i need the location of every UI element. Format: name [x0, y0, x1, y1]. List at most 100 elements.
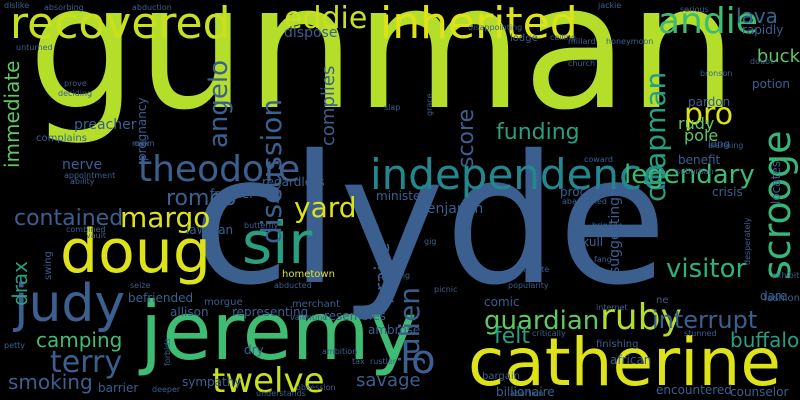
word-scrooge: scrooge	[755, 130, 799, 280]
word-merchant: merchant	[292, 299, 341, 310]
word-jeremy: jeremy	[140, 285, 418, 378]
word-comic: comic	[484, 295, 520, 309]
word-margo: margo	[120, 201, 211, 234]
word-clearing: clearing	[378, 271, 411, 280]
word-understands: understands	[256, 389, 306, 398]
word-critically: critically	[532, 329, 566, 338]
word-dispose: dispose	[284, 25, 338, 41]
word-regardless: regardless	[262, 175, 325, 189]
word-pregnancy: pregnancy	[135, 97, 149, 161]
word-valentine: valentine	[290, 313, 328, 322]
word-legendary: legendary	[624, 160, 755, 190]
word-dry: dry	[244, 343, 264, 357]
word-deciding: deciding	[58, 89, 93, 98]
word-african: african	[610, 353, 652, 367]
word-adding: adding	[459, 225, 470, 260]
word-savage: savage	[356, 370, 421, 391]
word-ruby: ruby	[600, 297, 682, 338]
word-forbids: forbids	[163, 338, 172, 366]
word-rook: rook	[132, 139, 150, 148]
word-camping: camping	[36, 328, 123, 352]
word-twelve: twelve	[212, 361, 325, 400]
word-millard: millard	[568, 37, 596, 46]
word-inherited: inherited	[380, 0, 578, 49]
word-frontier: frontier	[210, 187, 255, 201]
word-procedure: procedure	[560, 185, 621, 199]
word-bronson: bronson	[700, 69, 733, 78]
word-judy: judy	[14, 274, 126, 334]
word-fashion: fashion	[763, 293, 800, 304]
word-benjamin: benjamin	[418, 201, 484, 217]
word-chapman: chapman	[639, 71, 672, 202]
word-desperately: desperately	[743, 217, 752, 265]
word-romeo: romeo	[166, 186, 237, 211]
word-rudy: rudy	[678, 114, 715, 133]
word-butterfly: butterfly	[244, 221, 279, 230]
word-alarming: alarming	[708, 141, 744, 150]
word-nerve: nerve	[62, 157, 103, 173]
word-counselor: counselor	[730, 385, 789, 399]
word-abducted: abducted	[274, 281, 312, 290]
word-grace: grace	[425, 93, 434, 116]
word-contained: contained	[14, 206, 124, 231]
word-internet: internet	[596, 303, 628, 312]
word-lava: lava	[736, 4, 778, 28]
word-rustler: rustler	[370, 357, 397, 366]
word-sir: sir	[242, 209, 313, 277]
word-terry: terry	[50, 345, 123, 380]
word-lodge: lodge	[510, 33, 538, 44]
word-ability: ability	[70, 177, 95, 186]
word-bargain: bargain	[482, 371, 521, 382]
word-angelo: angelo	[204, 59, 234, 148]
word-lo: lo	[400, 337, 436, 383]
word-church: church	[568, 59, 596, 68]
word-benefit: benefit	[678, 153, 721, 167]
word-abortion: abortion	[510, 389, 544, 398]
word-seize: seize	[130, 281, 151, 290]
word-complies: complies	[318, 66, 339, 147]
word-popularity: popularity	[508, 281, 549, 290]
word-allison: allison	[170, 305, 209, 319]
word-stunned: stunned	[684, 329, 717, 338]
word-skull: skull	[576, 235, 604, 249]
word-pro: pro	[684, 97, 734, 132]
word-funding: funding	[496, 120, 580, 145]
word-doubt: doubt	[750, 57, 774, 66]
word-vault: vault	[86, 231, 107, 240]
word-appointment: appointment	[64, 171, 116, 180]
word-ceiling: ceiling	[550, 33, 577, 42]
word-deeper: deeper	[152, 385, 181, 394]
word-room: room	[134, 139, 155, 148]
word-befriended: befriended	[128, 291, 194, 305]
word-eddie: eddie	[284, 1, 368, 36]
word-sympathy: sympathy	[182, 375, 242, 389]
word-hometown: hometown	[282, 269, 335, 280]
word-dislike: dislike	[4, 1, 30, 10]
word-slap: slap	[384, 103, 401, 112]
word-serious: serious	[680, 5, 709, 14]
word-felt: felt	[494, 324, 531, 349]
word-gunman: gunman	[28, 0, 738, 148]
word-ambition: ambition	[322, 347, 358, 356]
word-independence: independence	[370, 150, 668, 199]
word-coward: coward	[584, 155, 613, 164]
word-absorbing: absorbing	[44, 3, 84, 12]
word-jackie: jackie	[598, 1, 622, 10]
word-dare: dare	[760, 289, 788, 303]
word-pardon: pardon	[688, 95, 731, 109]
word-unturned: unturned	[16, 43, 53, 52]
word-exhibit: exhibit	[772, 271, 800, 280]
word-picnic: picnic	[434, 285, 458, 294]
word-andie: andie	[658, 1, 758, 42]
word-representing: representing	[232, 305, 309, 319]
word-tax: tax	[352, 357, 365, 366]
word-crisis: crisis	[712, 185, 743, 199]
word-immediate: immediate	[0, 60, 24, 168]
word-compete: compete	[514, 265, 550, 274]
word-finishing: finishing	[596, 339, 639, 350]
word-potion: potion	[752, 77, 790, 91]
word-fang: fang	[594, 255, 612, 264]
word-minister: minister	[376, 189, 426, 203]
word-preacher: preacher	[74, 117, 137, 133]
